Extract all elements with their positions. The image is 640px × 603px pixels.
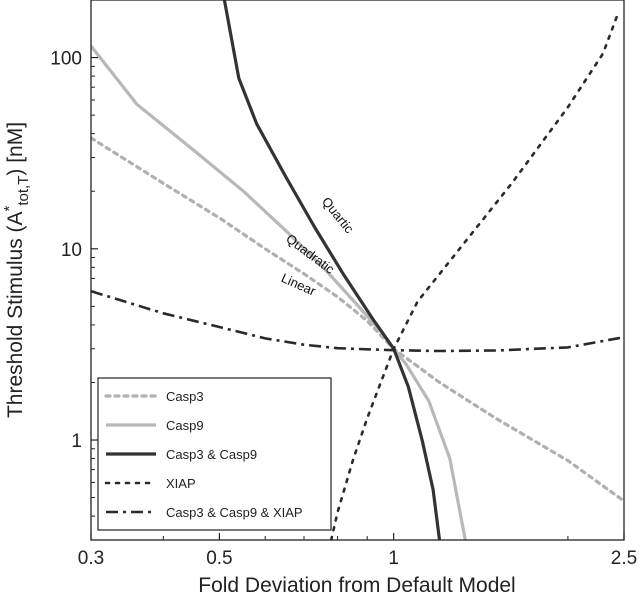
legend-label: Casp3: [166, 389, 204, 404]
y-tick-label: 100: [50, 49, 82, 70]
curve-annotation: Linear: [279, 270, 319, 299]
legend-label: Casp9: [166, 418, 204, 433]
x-tick-label: 1: [388, 548, 399, 569]
y-axis-title-main: Threshold Stimulus (A: [4, 211, 27, 418]
y-axis-title-end: ) [nM]: [4, 122, 27, 176]
y-tick-label: 10: [61, 240, 82, 261]
x-tick-label: 2.5: [611, 548, 637, 569]
curve-annotation: Quartic: [319, 194, 357, 236]
y-axis-title: Threshold Stimulus (A*tot,T) [nM]: [1, 122, 32, 418]
x-tick-label: 0.5: [206, 548, 232, 569]
tick-layer: 0.3 0.5 1 2.5 1 10 100: [50, 49, 637, 569]
legend-label: Casp3 & Casp9 & XIAP: [166, 505, 303, 520]
series-line-4: [329, 9, 621, 540]
series-line-1: [91, 136, 624, 503]
legend: Casp3 Casp9 Casp3 & Casp9 XIAP Casp3 & Casp9…: [97, 377, 332, 531]
series-layer: [91, 0, 624, 540]
y-tick-label: 1: [71, 431, 82, 452]
y-axis-title-sub: tot,T: [15, 176, 32, 206]
x-tick-label: 0.3: [78, 548, 104, 569]
x-axis-title: Fold Deviation from Default Model: [198, 574, 515, 597]
legend-label: Casp3 & Casp9: [166, 447, 257, 462]
plot-frame: [90, 0, 625, 541]
legend-label: XIAP: [166, 476, 196, 491]
series-line-3: [222, 0, 442, 540]
y-axis-title-star: *: [1, 205, 18, 211]
series-line-5: [91, 289, 624, 353]
series-line-2: [91, 45, 467, 540]
